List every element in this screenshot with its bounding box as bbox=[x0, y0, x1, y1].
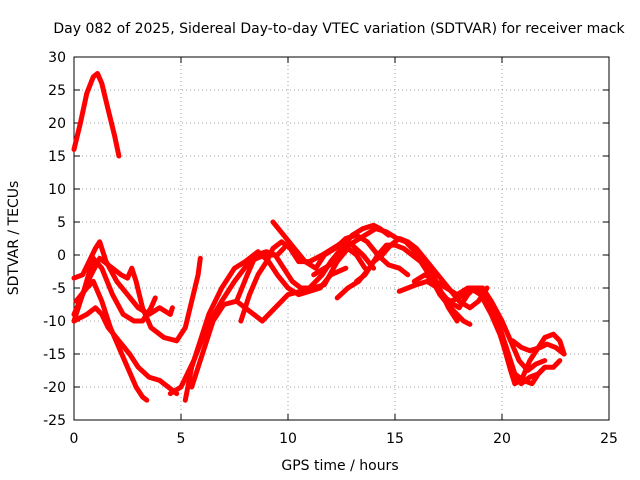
y-tick-label: 20 bbox=[48, 116, 66, 132]
chart-title: Day 082 of 2025, Sidereal Day-to-day VTE… bbox=[53, 21, 625, 37]
y-tick-label: 25 bbox=[48, 83, 66, 99]
series-line-arc-9 bbox=[189, 245, 368, 390]
series-line-arc-15 bbox=[354, 236, 490, 311]
series-line-arc-16 bbox=[396, 278, 548, 373]
series-line-arc-1 bbox=[71, 71, 122, 159]
y-tick-label: -10 bbox=[43, 314, 66, 330]
y-tick-label: -20 bbox=[43, 380, 66, 396]
plot-frame bbox=[73, 56, 610, 421]
x-tick-label: 10 bbox=[279, 431, 297, 447]
series-line-arc-2 bbox=[71, 239, 175, 317]
x-tick-label: 5 bbox=[177, 431, 186, 447]
x-axis-label: GPS time / hours bbox=[281, 458, 398, 474]
y-tick-label: 15 bbox=[48, 149, 66, 165]
grid bbox=[74, 57, 609, 420]
x-tick-label: 25 bbox=[600, 431, 618, 447]
series-line-arc-19 bbox=[469, 285, 567, 387]
x-tick-label: 20 bbox=[493, 431, 511, 447]
series-line-arc-12 bbox=[270, 219, 411, 278]
axis-ticks: -25 -20 -15 -10 -5 0 5 10 15 20 25 30 0 5 10 15 20 25 bbox=[43, 50, 618, 447]
series-line-arc-5 bbox=[71, 305, 180, 397]
series-line-arc-13 bbox=[311, 226, 460, 324]
x-tick-label: 0 bbox=[70, 431, 79, 447]
y-tick-label: 0 bbox=[57, 248, 66, 264]
series-line-arc-11 bbox=[234, 222, 392, 304]
y-tick-label: -25 bbox=[43, 413, 66, 429]
series-line-arc-20 bbox=[510, 338, 567, 357]
y-tick-label: -5 bbox=[52, 281, 66, 297]
data-series bbox=[71, 71, 567, 403]
y-tick-label: -15 bbox=[43, 347, 66, 363]
series-line-arc-4 bbox=[71, 255, 203, 344]
y-tick-label: 5 bbox=[57, 215, 66, 231]
x-tick-label: 15 bbox=[386, 431, 404, 447]
y-tick-label: 10 bbox=[48, 182, 66, 198]
y-tick-label: 30 bbox=[48, 50, 66, 66]
y-axis-label: SDTVAR / TECUs bbox=[6, 181, 22, 296]
series-line-arc-6 bbox=[73, 278, 150, 403]
